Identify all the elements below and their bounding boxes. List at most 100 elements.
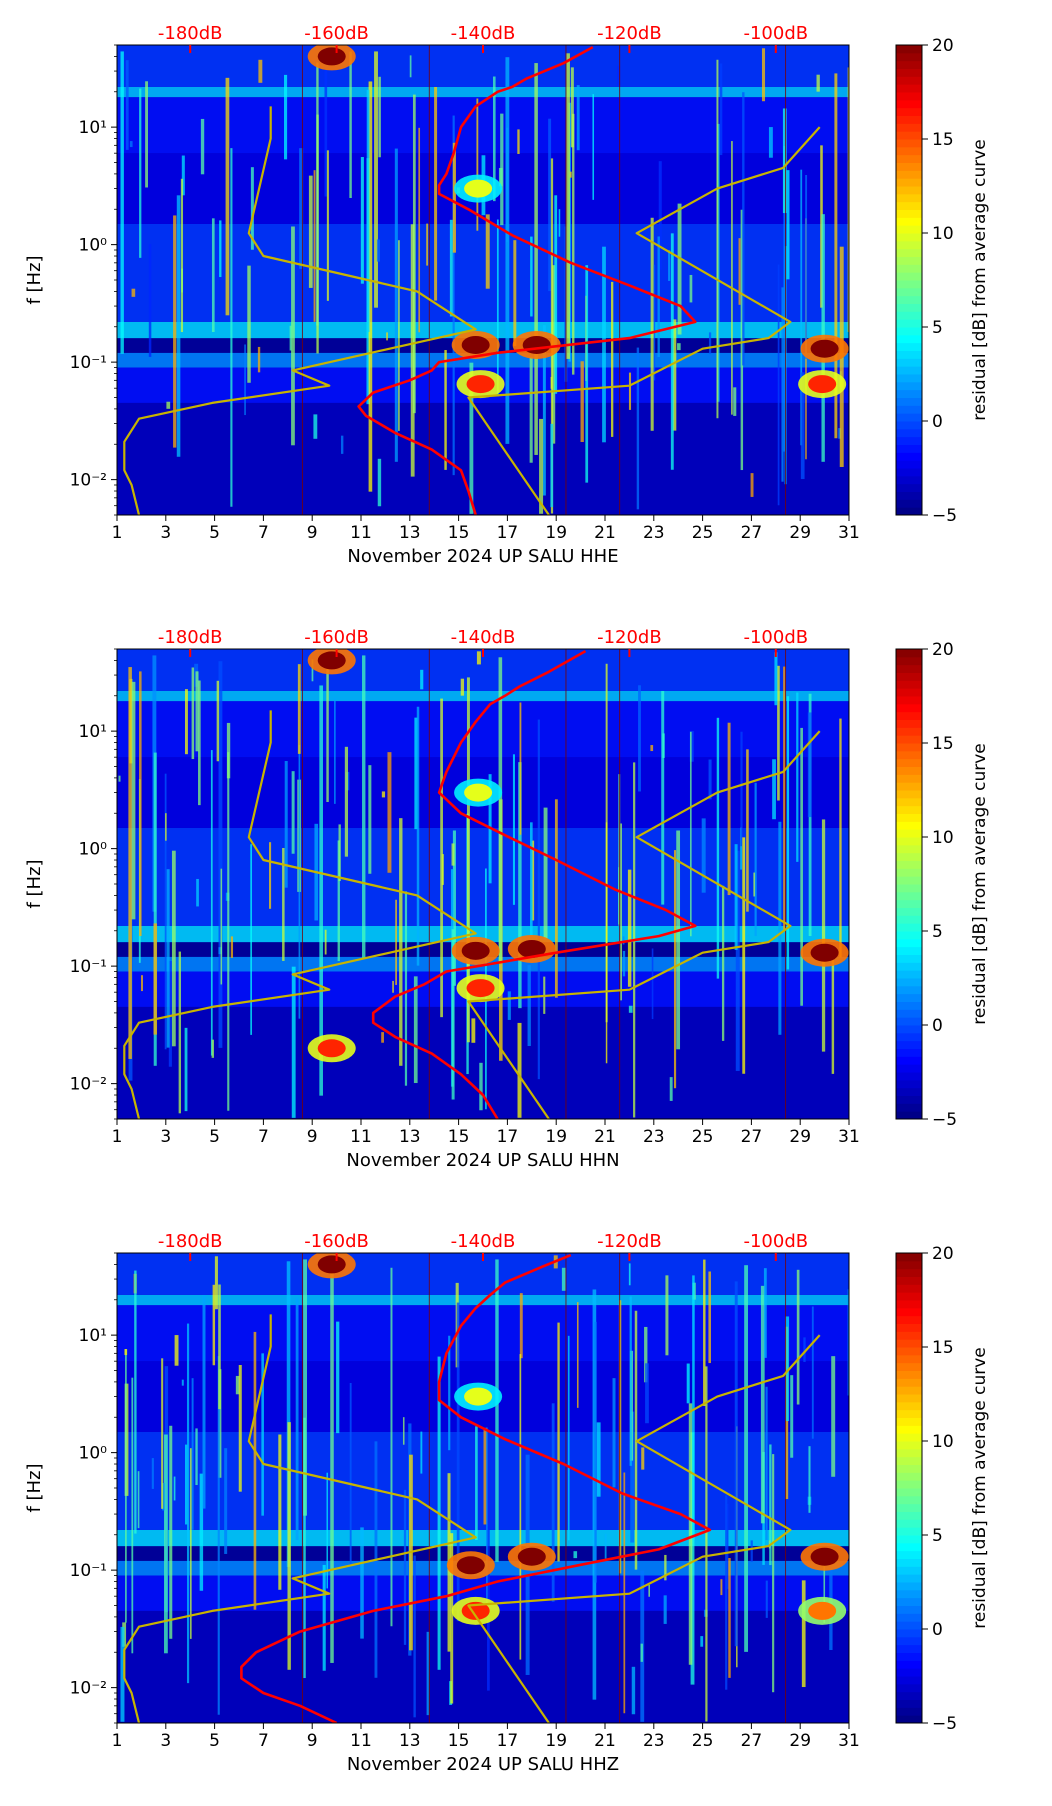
colorbar-tick-label: 0 (932, 1016, 943, 1036)
colorbar-segment (896, 726, 922, 736)
heatmap-streak (387, 752, 392, 873)
colorbar-segment (896, 365, 922, 375)
heatmap-streak (456, 1302, 460, 1622)
heatmap-band (117, 1006, 849, 1119)
colorbar-segment (896, 1683, 922, 1693)
colorbar-segment (896, 1432, 922, 1442)
heatmap-streak (360, 1527, 364, 1639)
colorbar-segment (896, 318, 922, 328)
heatmap-streak (740, 827, 743, 870)
heatmap-streak (701, 818, 706, 893)
heatmap-streak (476, 98, 479, 231)
colorbar-segment (896, 656, 922, 666)
colorbar-tick-label: 10 (932, 1432, 954, 1452)
colorbar-segment (896, 1001, 922, 1010)
heatmap-streak (811, 1306, 814, 1439)
heatmap-streak (368, 81, 373, 492)
colorbar-tick-label: 15 (932, 734, 954, 754)
heatmap-streak (131, 681, 136, 920)
heatmap-streak (148, 243, 152, 357)
heatmap-streak (165, 813, 167, 841)
colorbar-segment (896, 1644, 922, 1653)
colorbar-segment (896, 930, 922, 940)
heatmap-streak (721, 885, 725, 1041)
heatmap-streak (777, 665, 780, 801)
heatmap-streak (550, 423, 554, 508)
heatmap-streak (145, 81, 148, 188)
heatmap-streak (426, 223, 429, 266)
colorbar-segment (896, 1323, 922, 1332)
heatmap-streak (235, 1375, 240, 1395)
heatmap-streak (622, 936, 625, 945)
x-tick-label: 27 (741, 523, 763, 543)
heatmap-streak (124, 1349, 128, 1356)
heatmap-streak (250, 167, 254, 250)
colorbar-segment (896, 961, 922, 971)
heatmap-streak (316, 62, 319, 326)
heatmap-streak (291, 966, 296, 1118)
heatmap-streak (476, 651, 481, 665)
x-tick-label: 29 (789, 1127, 811, 1147)
heatmap-streak (551, 1403, 555, 1602)
colorbar-segment (896, 389, 922, 398)
colorbar-tick-label: 5 (932, 318, 943, 338)
x-tick-label: 25 (692, 523, 714, 543)
heatmap-streak (567, 1335, 570, 1541)
x-tick-label: 7 (258, 523, 269, 543)
colorbar-segment (896, 860, 922, 869)
colorbar-frame (895, 1252, 923, 1724)
top-db-tick-label: -120dB (597, 627, 662, 648)
heatmap-band (117, 1305, 849, 1362)
heatmap-streak (805, 174, 808, 359)
heatmap-streak (662, 733, 665, 758)
heatmap-hotspot (808, 375, 837, 394)
heatmap-streak (171, 850, 176, 1047)
heatmap-streak (210, 750, 213, 1056)
y-axis-label: f [Hz] (24, 859, 45, 908)
heatmap-streak (744, 1265, 749, 1652)
heatmap-streak (413, 1555, 416, 1718)
colorbar-segment (896, 1071, 922, 1081)
heatmap-streak (628, 372, 632, 410)
x-tick-label: 1 (112, 523, 123, 543)
heatmap-streak (297, 664, 301, 754)
heatmap-streak (688, 1403, 693, 1665)
colorbar-segment (896, 1370, 922, 1379)
x-tick-label: 23 (643, 1127, 665, 1147)
colorbar-segment (896, 99, 922, 109)
heatmap-streak (569, 171, 572, 178)
heatmap-streak (376, 239, 380, 262)
x-tick-label: 23 (643, 1731, 665, 1751)
heatmap-streak (537, 719, 540, 1080)
heatmap-streak (337, 840, 340, 962)
colorbar-segment (896, 404, 922, 414)
heatmap-streak (740, 209, 744, 471)
heatmap-streak (151, 1458, 154, 1489)
heatmap-streak (796, 692, 799, 862)
colorbar-label: residual [dB] from average curve (970, 139, 990, 420)
heatmap-streak (531, 840, 535, 921)
top-db-tick-label: -160dB (304, 1231, 369, 1252)
y-tick-label: 10⁻¹ (70, 353, 107, 373)
colorbar-segment (896, 781, 922, 791)
heatmap-streak (336, 1321, 340, 1434)
heatmap-streak (418, 127, 421, 333)
colorbar-segment (896, 1417, 922, 1426)
colorbar-segment (896, 420, 922, 430)
colorbar-segment (896, 844, 922, 854)
heatmap-band (117, 321, 849, 339)
heatmap-streak (420, 1431, 423, 1474)
heatmap-streak (164, 1434, 168, 1654)
colorbar-segment (896, 498, 922, 508)
colorbar-segment (896, 695, 922, 705)
top-db-tick-label: -100dB (743, 1231, 808, 1252)
colorbar-segment (896, 130, 922, 140)
heatmap-hotspot (464, 1387, 493, 1406)
colorbar-segment (896, 1087, 922, 1096)
heatmap-streak (803, 1337, 806, 1362)
heatmap-streak (636, 347, 640, 510)
colorbar-segment (896, 828, 922, 838)
heatmap-streak (184, 1027, 188, 1112)
y-axis-label: f [Hz] (24, 255, 45, 304)
colorbar-segment (896, 1362, 922, 1371)
